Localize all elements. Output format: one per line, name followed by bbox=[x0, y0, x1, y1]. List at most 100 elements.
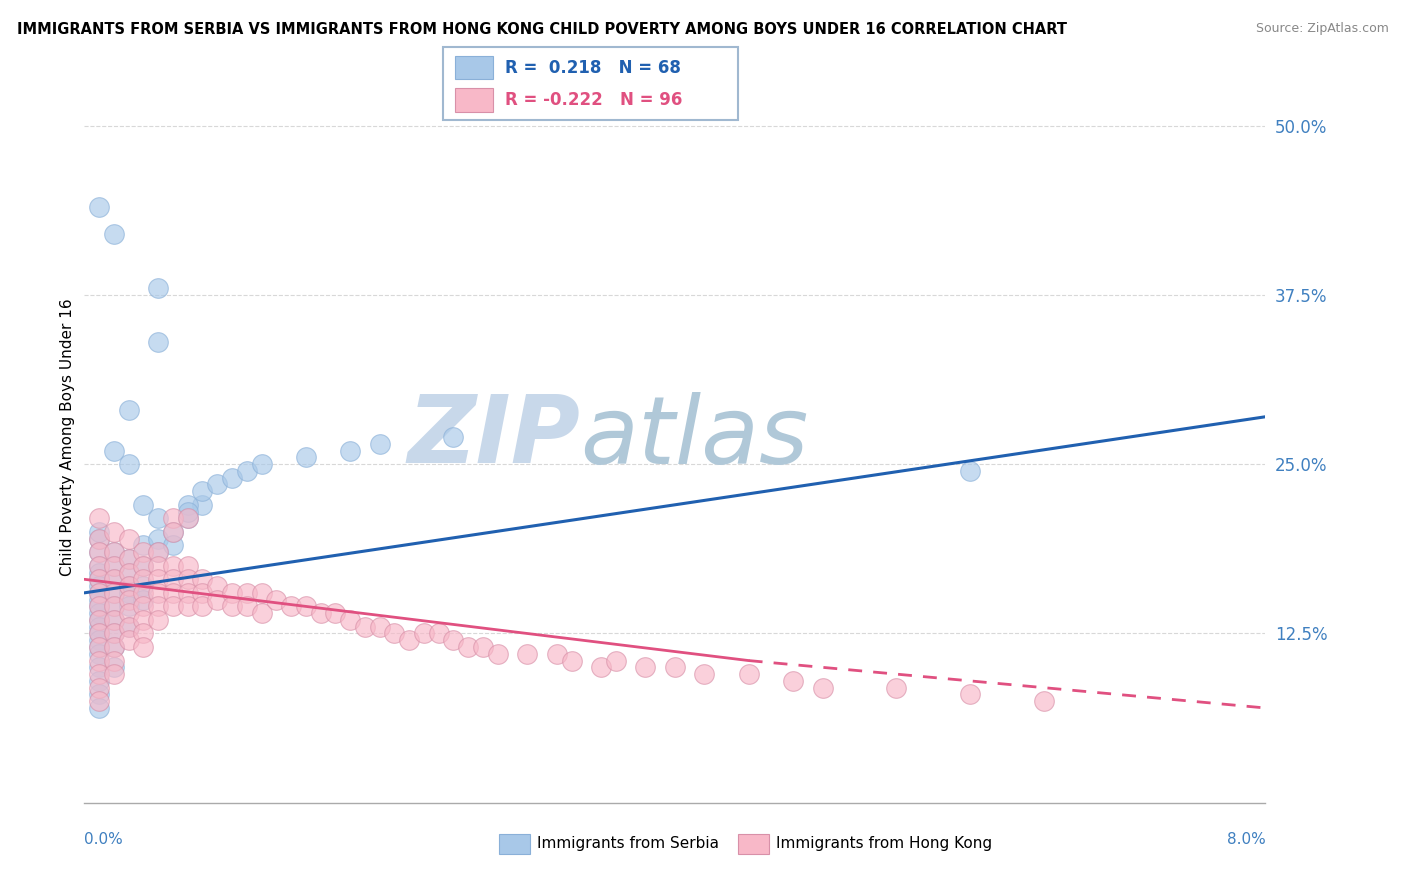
Point bbox=[457, 640, 479, 654]
Point bbox=[103, 626, 125, 640]
Point bbox=[87, 558, 111, 573]
Point bbox=[413, 626, 436, 640]
Point bbox=[132, 572, 155, 586]
Point bbox=[87, 511, 111, 525]
Point bbox=[87, 524, 111, 539]
Point bbox=[103, 626, 125, 640]
Text: R = -0.222   N = 96: R = -0.222 N = 96 bbox=[505, 91, 682, 109]
Bar bbox=[454, 56, 494, 79]
Point bbox=[250, 586, 273, 600]
Point bbox=[235, 599, 259, 614]
Bar bbox=[454, 88, 494, 112]
Point bbox=[118, 403, 141, 417]
Point bbox=[664, 660, 686, 674]
Point bbox=[162, 524, 184, 539]
Point bbox=[162, 586, 184, 600]
Point bbox=[118, 552, 141, 566]
Point bbox=[398, 633, 420, 648]
Point bbox=[87, 640, 111, 654]
Point bbox=[87, 586, 111, 600]
Point bbox=[177, 511, 200, 525]
Point bbox=[443, 430, 465, 444]
Point bbox=[811, 681, 834, 695]
Point bbox=[177, 505, 200, 519]
Point bbox=[368, 620, 391, 634]
Point bbox=[103, 545, 125, 559]
Point bbox=[250, 457, 273, 471]
Point bbox=[103, 599, 125, 614]
Point bbox=[591, 660, 613, 674]
Point bbox=[605, 654, 627, 668]
Point bbox=[959, 688, 981, 702]
Point bbox=[103, 572, 125, 586]
Point bbox=[162, 558, 184, 573]
Point bbox=[118, 579, 141, 593]
Point bbox=[207, 477, 229, 491]
Point bbox=[87, 681, 111, 695]
Point bbox=[103, 524, 125, 539]
Point bbox=[886, 681, 908, 695]
Point bbox=[87, 667, 111, 681]
Point bbox=[132, 613, 155, 627]
Point bbox=[354, 620, 377, 634]
Point bbox=[384, 626, 406, 640]
Point bbox=[693, 667, 716, 681]
Point bbox=[162, 524, 184, 539]
Point bbox=[87, 566, 111, 580]
Point bbox=[959, 464, 981, 478]
Point bbox=[148, 558, 170, 573]
Point bbox=[103, 586, 125, 600]
Point bbox=[103, 558, 125, 573]
Point bbox=[177, 586, 200, 600]
Point bbox=[472, 640, 495, 654]
Point bbox=[87, 545, 111, 559]
Point bbox=[191, 498, 214, 512]
Point bbox=[87, 620, 111, 634]
Point bbox=[87, 647, 111, 661]
Point bbox=[148, 613, 170, 627]
Point bbox=[87, 200, 111, 214]
Point bbox=[325, 606, 347, 620]
Point bbox=[295, 599, 318, 614]
Point bbox=[177, 558, 200, 573]
Point bbox=[87, 572, 111, 586]
Point bbox=[177, 511, 200, 525]
Point bbox=[427, 626, 450, 640]
Point bbox=[103, 586, 125, 600]
Point bbox=[207, 579, 229, 593]
Point bbox=[87, 613, 111, 627]
FancyBboxPatch shape bbox=[443, 47, 738, 120]
Text: IMMIGRANTS FROM SERBIA VS IMMIGRANTS FROM HONG KONG CHILD POVERTY AMONG BOYS UND: IMMIGRANTS FROM SERBIA VS IMMIGRANTS FRO… bbox=[17, 22, 1067, 37]
Point bbox=[191, 572, 214, 586]
Point bbox=[118, 566, 141, 580]
Point bbox=[339, 443, 361, 458]
Point bbox=[221, 586, 243, 600]
Point bbox=[177, 599, 200, 614]
Point bbox=[103, 572, 125, 586]
Point bbox=[87, 626, 111, 640]
Point bbox=[103, 654, 125, 668]
Point bbox=[207, 592, 229, 607]
Point bbox=[148, 511, 170, 525]
Point bbox=[87, 613, 111, 627]
Point bbox=[103, 613, 125, 627]
Point bbox=[191, 586, 214, 600]
Point bbox=[148, 572, 170, 586]
Point bbox=[103, 558, 125, 573]
Point bbox=[118, 579, 141, 593]
Point bbox=[132, 545, 155, 559]
Point bbox=[177, 498, 200, 512]
Point bbox=[177, 572, 200, 586]
Point bbox=[118, 457, 141, 471]
Point bbox=[103, 660, 125, 674]
Point bbox=[103, 613, 125, 627]
Point bbox=[148, 281, 170, 295]
Point bbox=[118, 552, 141, 566]
Point bbox=[87, 660, 111, 674]
Point bbox=[132, 640, 155, 654]
Point bbox=[250, 606, 273, 620]
Point bbox=[103, 667, 125, 681]
Point bbox=[118, 620, 141, 634]
Point bbox=[148, 532, 170, 546]
Point bbox=[295, 450, 318, 465]
